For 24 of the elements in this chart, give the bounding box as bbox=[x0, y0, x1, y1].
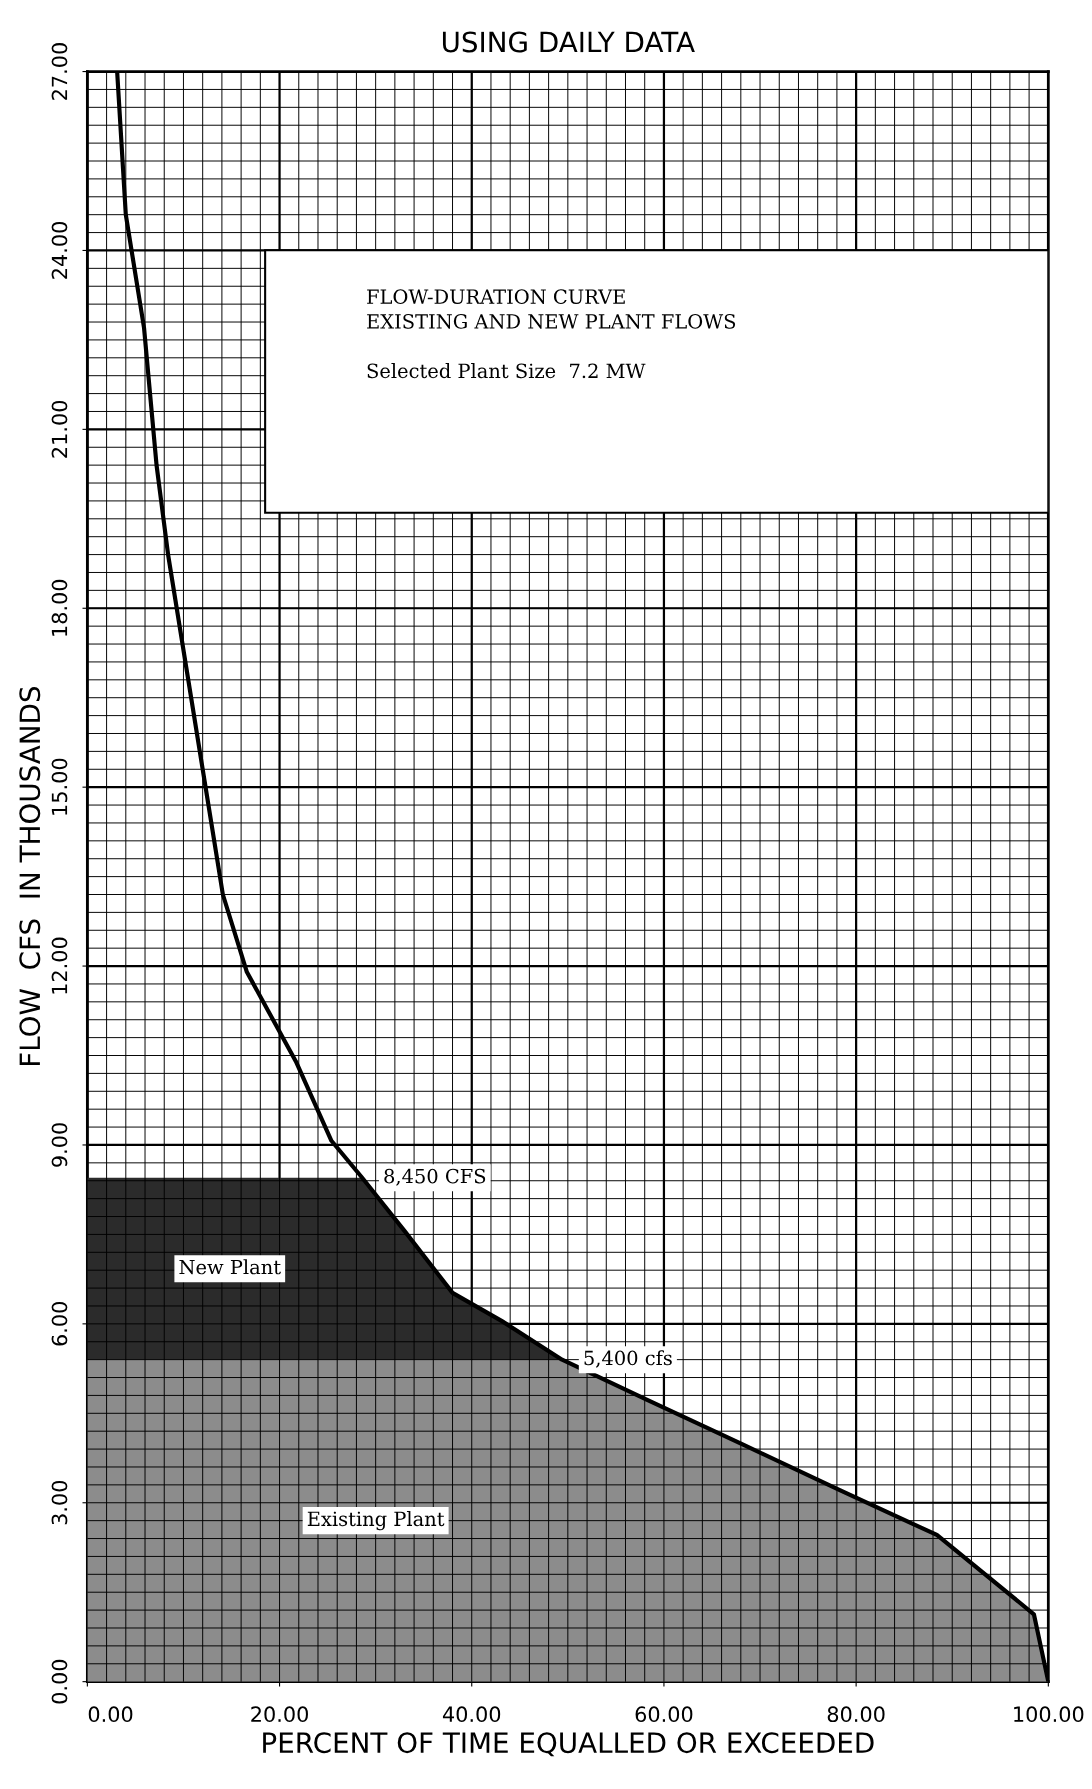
annotation: 5,400 cfs bbox=[584, 1350, 672, 1368]
x-tick-label: 40.00 bbox=[442, 1706, 501, 1723]
y-tick-label: 27.00 bbox=[51, 43, 68, 100]
y-tick-label: 3.00 bbox=[51, 1480, 68, 1525]
y-tick-label: 6.00 bbox=[51, 1302, 68, 1346]
chart-title: USING DAILY DATA bbox=[442, 31, 695, 53]
x-axis-title: PERCENT OF TIME EQUALLED OR EXCEEDED bbox=[263, 1732, 874, 1757]
series-label: New Plant bbox=[179, 1259, 281, 1275]
x-tick-label: 80.00 bbox=[827, 1706, 885, 1723]
y-axis-title: FLOW CFS IN THOUSANDS bbox=[19, 686, 41, 1066]
y-tick-label: 9.00 bbox=[51, 1123, 68, 1167]
annotation: 8,450 CFS bbox=[384, 1168, 486, 1186]
y-tick-label: 21.00 bbox=[51, 400, 68, 458]
x-tick-label: 0.00 bbox=[88, 1706, 133, 1723]
x-tick-label: 60.00 bbox=[635, 1706, 693, 1723]
y-tick-label: 12.00 bbox=[51, 937, 68, 994]
y-tick-label: 24.00 bbox=[51, 222, 68, 279]
annotation: FLOW-DURATION CURVE EXISTING AND NEW PLANT FLOWS bbox=[367, 289, 736, 329]
x-tick-label: 100.00 bbox=[1014, 1706, 1084, 1723]
series-label: Existing Plant bbox=[307, 1511, 445, 1531]
annotation: Selected Plant Size 7.2 MW bbox=[367, 363, 646, 379]
x-tick-label: 20.00 bbox=[251, 1706, 308, 1723]
y-tick-label: 15.00 bbox=[51, 758, 68, 815]
y-tick-label: 18.00 bbox=[51, 579, 68, 636]
